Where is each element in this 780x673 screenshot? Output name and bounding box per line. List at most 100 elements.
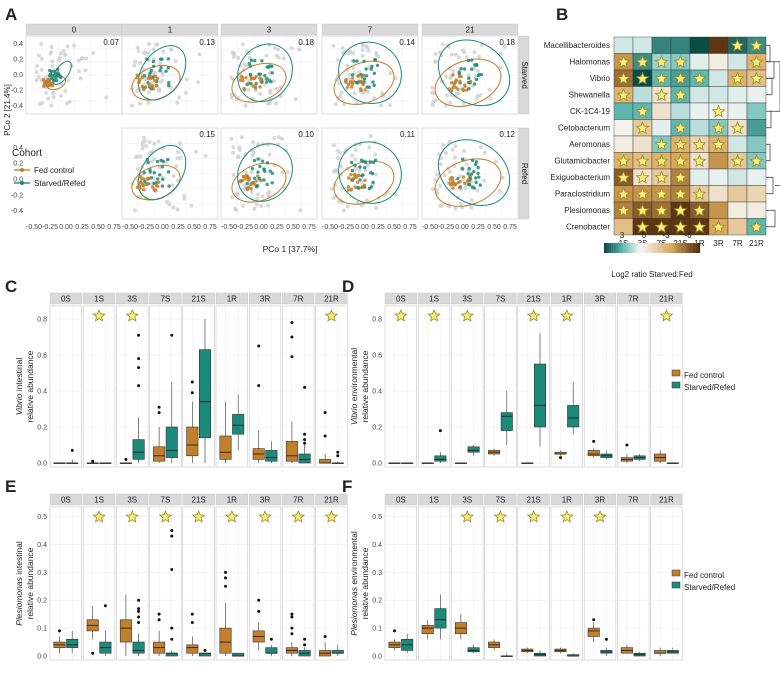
heatmap-cell <box>689 102 710 120</box>
heatmap-star <box>749 38 764 52</box>
outlier-point <box>290 615 294 619</box>
starved-point <box>265 161 270 165</box>
pcoa-background-point <box>231 172 236 177</box>
colorbar-step <box>664 243 667 253</box>
pcoa-background-point <box>352 91 357 96</box>
outlier-point <box>190 391 194 395</box>
fed-point <box>135 76 140 80</box>
pcoa-ytick: 0.0 <box>13 72 23 79</box>
starved-point <box>270 171 274 176</box>
heatmap-cell <box>746 86 767 104</box>
pcoa-background-point <box>344 148 349 153</box>
outlier-point <box>393 629 397 633</box>
fed-point <box>253 85 258 89</box>
starved-point <box>476 165 480 170</box>
heatmap-star <box>635 187 650 201</box>
starved-ellipse <box>237 43 293 103</box>
starved-point <box>256 157 260 161</box>
pcoa-xtick: 0.00 <box>155 224 169 231</box>
starved-point <box>469 172 474 176</box>
colorbar-step <box>604 243 607 253</box>
pcoa-background-point <box>279 136 284 141</box>
pcoa-background-point <box>264 53 269 58</box>
pcoa-facet-value: 0.13 <box>199 38 215 47</box>
heatmap-cell <box>613 135 634 153</box>
pcoa-facet-col-21: 21 0.18 0.12 <box>421 23 519 220</box>
starved-point <box>254 82 258 86</box>
facet-21S: 21S <box>182 292 215 468</box>
facet-strip <box>451 292 484 305</box>
outlier-point <box>336 454 340 458</box>
starved-box <box>165 333 178 463</box>
pcoa-xtick: 0.25 <box>75 224 89 231</box>
pcoa-xtick: 0.50 <box>91 224 105 231</box>
facet-panel <box>384 506 417 661</box>
starved-point <box>47 68 52 73</box>
cohort-legend-starved-dot <box>20 181 24 185</box>
starved-point <box>47 74 52 78</box>
facet-label: 21R <box>659 295 674 304</box>
starved-box <box>232 394 245 451</box>
outlier-point <box>290 632 294 636</box>
facet-1S: 1S <box>82 493 116 661</box>
pcoa-background-point <box>240 42 245 47</box>
facet-label: 0S <box>61 295 71 304</box>
outlier-point <box>124 457 128 461</box>
facet-strip <box>82 493 116 506</box>
pcoa-background-point <box>158 61 163 66</box>
heatmap-cell <box>708 201 729 219</box>
fed-point <box>254 179 258 183</box>
outlier-point <box>257 609 261 613</box>
pcoa-facet-day: 21 <box>466 26 475 35</box>
facet-label: 21R <box>659 496 674 505</box>
starved-point <box>160 184 165 188</box>
facet-label: 1S <box>94 295 104 304</box>
box-legend-fed-key <box>671 369 681 377</box>
boxplot-ytick: 0.2 <box>372 425 382 432</box>
heatmap-star <box>635 104 650 118</box>
box-iqr <box>587 627 600 637</box>
starved-box <box>331 450 344 464</box>
pcoa-background-point <box>448 169 453 174</box>
pcoa-background-point <box>276 55 281 60</box>
fed-point <box>148 85 152 89</box>
facet-7R: 7R <box>282 292 315 468</box>
pcoa-background-point <box>230 195 235 200</box>
colorbar-step <box>668 243 672 253</box>
fed-box <box>654 647 667 656</box>
pcoa-background-point <box>282 186 287 191</box>
pcoa-background-point <box>497 189 502 194</box>
pcoa-background-point <box>456 91 461 96</box>
outlier-point <box>224 584 228 588</box>
heatmap-cell <box>632 86 653 104</box>
facet-3R: 3R <box>583 292 617 468</box>
colorbar-step <box>613 243 617 253</box>
outlier-point <box>269 637 273 641</box>
fed-box <box>86 605 99 655</box>
starved-point <box>265 80 269 84</box>
outlier-point <box>257 598 261 602</box>
facet-3R: 3R <box>583 493 617 661</box>
fed-point <box>241 79 245 83</box>
box-iqr <box>567 405 580 428</box>
pcoa-background-point <box>236 154 241 159</box>
pcoa-background-point <box>156 139 161 144</box>
facet-strip <box>451 493 484 506</box>
starved-point <box>470 158 475 163</box>
heatmap-cell <box>727 201 748 219</box>
fed-box <box>53 462 66 464</box>
colorbar-step <box>654 243 657 253</box>
starved-point <box>474 176 478 180</box>
facet-label: 1R <box>562 295 572 304</box>
heatmap-cell <box>746 185 767 203</box>
pcoa-background-point <box>140 146 145 151</box>
panel-label-c: C <box>5 277 17 296</box>
significance-star <box>92 308 106 322</box>
fed-point <box>41 77 46 82</box>
pcoa-background-point <box>259 204 264 209</box>
significance-star <box>394 308 408 322</box>
facet-1R: 1R <box>550 292 583 468</box>
fed-box <box>521 647 534 654</box>
pcoa-background-point <box>350 153 355 158</box>
facet-label: 21R <box>324 295 339 304</box>
